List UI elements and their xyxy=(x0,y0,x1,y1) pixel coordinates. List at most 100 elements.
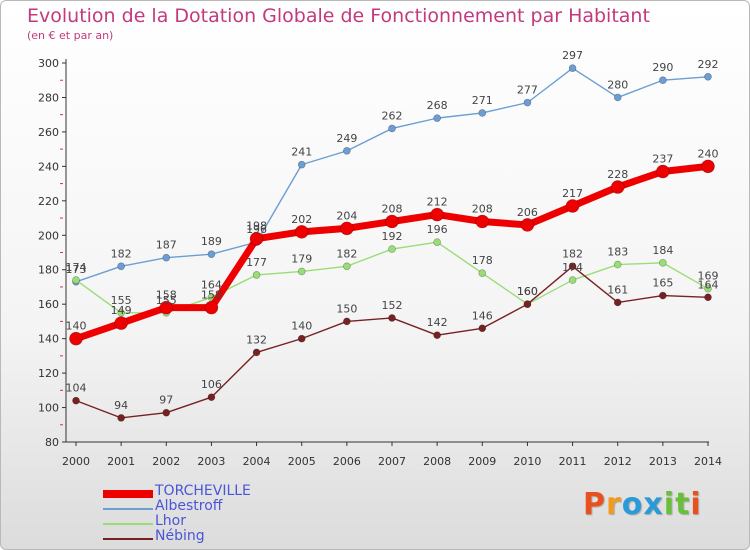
y-tick-label: 140 xyxy=(38,333,59,346)
data-point xyxy=(568,262,577,271)
x-tick-label: 2000 xyxy=(62,455,90,468)
data-label: 292 xyxy=(698,58,719,71)
data-point xyxy=(610,180,625,194)
data-label: 104 xyxy=(66,382,87,395)
data-point xyxy=(659,259,667,267)
data-label: 152 xyxy=(382,299,403,312)
x-tick-label: 2012 xyxy=(604,455,632,468)
data-label: 174 xyxy=(66,261,87,274)
data-point xyxy=(659,76,667,85)
chart-title: Evolution de la Dotation Globale de Fonc… xyxy=(27,5,650,27)
data-label: 241 xyxy=(291,146,312,159)
data-point xyxy=(568,276,577,284)
data-label: 204 xyxy=(336,209,357,222)
legend-label: Nébing xyxy=(155,528,205,544)
data-label: 174 xyxy=(562,261,583,274)
y-tick-label: 220 xyxy=(38,195,59,208)
legend-swatch xyxy=(103,523,153,525)
legend-swatch xyxy=(103,538,153,540)
x-tick-label: 2006 xyxy=(333,455,361,468)
data-point xyxy=(117,262,125,271)
data-point xyxy=(704,72,712,81)
data-label: 160 xyxy=(517,285,538,298)
data-point xyxy=(72,276,80,284)
data-label: 212 xyxy=(427,196,448,209)
data-label: 189 xyxy=(201,235,222,248)
data-point xyxy=(117,414,125,422)
data-point xyxy=(297,267,306,276)
data-point xyxy=(162,253,171,262)
y-tick-label: 260 xyxy=(38,126,59,139)
x-tick-label: 2007 xyxy=(378,455,406,468)
data-label: 182 xyxy=(336,247,357,260)
data-label: 228 xyxy=(607,168,628,181)
legend-label: Albestroff xyxy=(155,498,223,514)
data-label: 169 xyxy=(698,270,719,283)
data-point xyxy=(704,284,712,293)
x-tick-label: 2014 xyxy=(694,455,722,468)
data-label: 240 xyxy=(698,147,719,160)
x-tick-label: 2010 xyxy=(513,455,541,468)
data-label: 182 xyxy=(111,247,132,260)
data-label: 262 xyxy=(382,109,403,122)
chart-subtitle: (en € et par an) xyxy=(27,29,114,42)
y-tick-label: 100 xyxy=(38,402,59,415)
data-point xyxy=(523,300,532,308)
data-label: 164 xyxy=(698,278,719,291)
data-point xyxy=(72,396,80,405)
data-point xyxy=(294,225,309,239)
data-label: 177 xyxy=(246,256,267,269)
data-label: 268 xyxy=(427,99,448,112)
y-tick-label: 240 xyxy=(38,160,59,173)
data-point xyxy=(207,393,216,402)
data-label: 271 xyxy=(472,94,493,107)
data-label: 94 xyxy=(114,399,128,412)
data-label: 297 xyxy=(562,49,583,62)
data-point xyxy=(297,334,306,343)
data-point xyxy=(159,300,174,315)
data-point xyxy=(388,245,396,253)
x-tick-label: 2002 xyxy=(152,455,180,468)
legend-label: TORCHEVILLE xyxy=(155,483,251,499)
data-label: 140 xyxy=(291,320,312,333)
data-point xyxy=(568,64,577,72)
data-point xyxy=(249,231,264,246)
y-tick-label: 300 xyxy=(38,57,59,70)
data-point xyxy=(523,98,532,107)
x-tick-label: 2008 xyxy=(423,455,451,468)
data-point xyxy=(204,300,219,315)
x-tick-label: 2001 xyxy=(107,455,135,468)
y-tick-label: 280 xyxy=(38,91,59,104)
data-point xyxy=(704,293,712,302)
data-point xyxy=(433,331,441,339)
data-label: 158 xyxy=(201,289,222,302)
proxiti-logo: Proxiti xyxy=(583,487,702,522)
y-tick-label: 200 xyxy=(38,229,59,242)
data-point xyxy=(252,271,261,279)
data-point xyxy=(659,291,667,300)
data-point xyxy=(475,214,490,229)
data-label: 160 xyxy=(517,285,538,298)
data-label: 106 xyxy=(201,378,222,391)
data-label: 155 xyxy=(156,294,177,307)
data-point xyxy=(433,114,441,122)
data-label: 146 xyxy=(472,309,493,322)
data-point xyxy=(656,164,670,179)
data-label: 198 xyxy=(246,220,267,233)
data-point xyxy=(343,147,351,155)
data-label: 277 xyxy=(517,84,538,97)
data-point xyxy=(252,348,261,357)
data-label: 158 xyxy=(156,289,177,302)
x-tick-label: 2011 xyxy=(559,455,587,468)
data-point xyxy=(69,331,83,346)
y-tick-label: 80 xyxy=(45,436,59,449)
data-point xyxy=(430,207,444,222)
data-label: 178 xyxy=(472,254,493,267)
data-label: 280 xyxy=(607,78,628,91)
data-label: 149 xyxy=(111,304,132,317)
data-label: 290 xyxy=(652,61,673,74)
legend-swatch xyxy=(103,508,153,510)
data-label: 164 xyxy=(201,278,222,291)
data-point xyxy=(297,160,306,169)
data-label: 140 xyxy=(66,320,87,333)
